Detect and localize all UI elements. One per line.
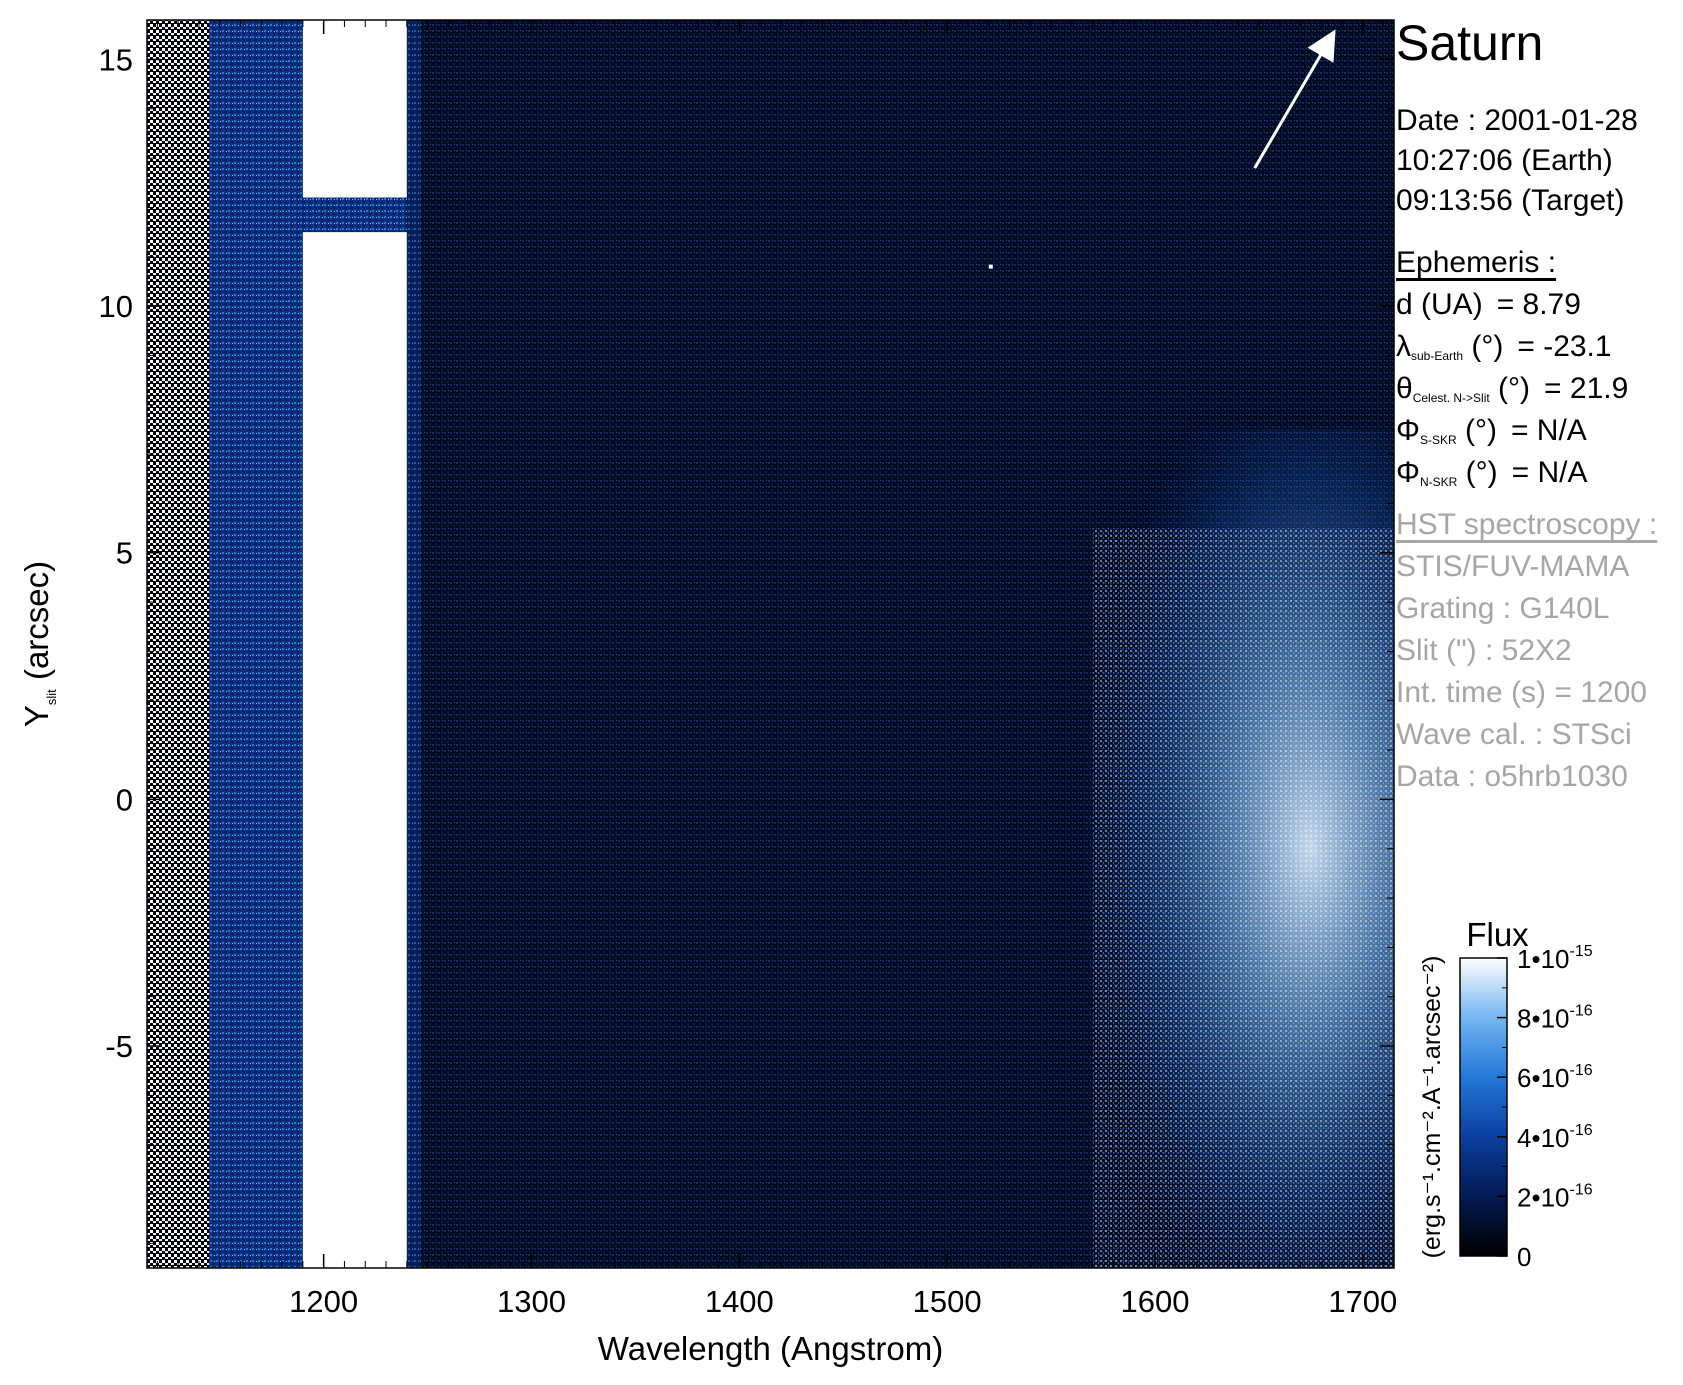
ephemeris-symbol: Φ — [1396, 414, 1420, 447]
blue-edge-band — [406, 20, 421, 1268]
colorbar-tick-exponent: -16 — [1569, 1062, 1592, 1079]
saturated-band — [147, 20, 210, 1268]
colorbar: Flux1•10-158•10-166•10-164•10-162•10-160… — [1418, 916, 1593, 1272]
x-axis-label: Wavelength (Angstrom) — [598, 1330, 943, 1367]
colorbar-tick-mantissa: 8•10 — [1517, 1004, 1569, 1034]
colorbar-tick-label: 1•10-15 — [1517, 943, 1593, 974]
y-tick-label: 5 — [116, 536, 133, 571]
ephemeris-row: λsub-Earth (°) = -23.1 — [1396, 328, 1612, 375]
time-earth-line: 10:27:06 (Earth) — [1396, 144, 1613, 177]
time-target-line: 09:13:56 (Target) — [1396, 184, 1625, 217]
colorbar-tick-label: 0 — [1517, 1242, 1531, 1272]
y-axis-label-sub: slit — [44, 689, 59, 705]
ephemeris-subscript: S-SKR — [1419, 433, 1457, 447]
x-tick-label: 1700 — [1328, 1284, 1397, 1319]
ephemeris-row: ΦS-SKR (°) = N/A — [1396, 412, 1587, 459]
ephemeris-symbol: Φ — [1396, 456, 1420, 489]
x-tick-label: 1600 — [1121, 1284, 1190, 1319]
plot-area — [147, 20, 1394, 1268]
lya-column-top — [302, 20, 407, 198]
bright-pixel — [988, 264, 993, 269]
colorbar-title: Flux — [1466, 916, 1529, 953]
y-axis-label-unit: (arcsec) — [18, 561, 55, 689]
ephemeris-title: Ephemeris : — [1396, 246, 1557, 279]
y-axis-label: Yslit (arcsec) — [18, 561, 59, 727]
planet-title: Saturn — [1396, 15, 1544, 71]
colorbar-tick-mantissa: 4•10 — [1517, 1123, 1569, 1153]
ephemeris-subscript: N-SKR — [1419, 475, 1458, 489]
hst-info-line: Data : o5hrb1030 — [1396, 760, 1628, 793]
y-axis-label-group: Yslit (arcsec) — [18, 561, 59, 727]
colorbar-tick-exponent: -16 — [1569, 1122, 1592, 1139]
x-tick-label: 1400 — [705, 1284, 774, 1319]
colorbar-tick-mantissa: 0 — [1517, 1242, 1531, 1272]
hst-info-line: Int. time (s) = 1200 — [1396, 676, 1647, 709]
ephemeris-label: (°) — [1463, 330, 1504, 363]
y-axis-label-main: Y — [18, 705, 55, 727]
plot-frame — [146, 19, 1395, 1269]
pointer-arrow — [1253, 29, 1336, 169]
colorbar-tick-mantissa: 2•10 — [1517, 1182, 1569, 1212]
colorbar-tick-mantissa: 6•10 — [1517, 1063, 1569, 1093]
x-tick-label: 1500 — [913, 1284, 982, 1319]
ephemeris-symbol: λ — [1396, 330, 1411, 363]
ephemeris-symbol: θ — [1396, 372, 1413, 405]
y-tick-label: -5 — [105, 1029, 133, 1064]
ephemeris-value: = 21.9 — [1544, 372, 1629, 405]
ephemeris-value: = -23.1 — [1517, 330, 1612, 363]
colorbar-tick-label: 6•10-16 — [1517, 1062, 1593, 1093]
colorbar-tick-exponent: -16 — [1569, 1181, 1592, 1198]
ephemeris-value: = N/A — [1511, 456, 1588, 489]
ephemeris-row: ΦN-SKR (°) = N/A — [1396, 454, 1587, 501]
ephemeris-subscript: sub-Earth — [1411, 349, 1464, 363]
hst-info-line: Slit (") : 52X2 — [1396, 634, 1572, 667]
x-tick-label: 1200 — [289, 1284, 358, 1319]
lya-gap — [302, 197, 407, 233]
colorbar-tick-label: 4•10-16 — [1517, 1122, 1593, 1153]
ephemeris-label: (UA) — [1412, 288, 1483, 321]
y-tick-label: 0 — [116, 782, 133, 817]
ephemeris-symbol: d — [1396, 288, 1413, 321]
ephemeris-value: = 8.79 — [1496, 288, 1581, 321]
colorbar-tick-label: 8•10-16 — [1517, 1003, 1593, 1034]
hst-info-line: Grating : G140L — [1396, 592, 1610, 625]
hst-info-line: Wave cal. : STSci — [1396, 718, 1632, 751]
axes: 1200 1300 1400 1500 1600 1700 15 10 5 0 -5 Waveleng… — [18, 19, 1397, 1367]
blue-band — [209, 20, 303, 1268]
hst-title: HST spectroscopy : — [1396, 508, 1658, 541]
colorbar-tick-exponent: -16 — [1569, 1003, 1592, 1020]
date-line: Date : 2001-01-28 — [1396, 104, 1638, 137]
ephemeris-value: = N/A — [1510, 414, 1587, 447]
ephemeris-subscript: Celest. N->Slit — [1412, 391, 1490, 405]
emission-speckle — [1092, 528, 1394, 1268]
y-tick-label: 15 — [99, 42, 133, 77]
colorbar-gradient — [1459, 957, 1508, 1257]
colorbar-tick-mantissa: 1•10 — [1517, 944, 1569, 974]
ephemeris-row: d (UA) = 8.79 — [1396, 286, 1581, 324]
lya-column-bottom — [302, 232, 407, 1268]
x-tick-label: 1300 — [497, 1284, 566, 1319]
ephemeris-row: θCelest. N->Slit (°) = 21.9 — [1396, 370, 1628, 417]
y-tick-label: 10 — [99, 289, 133, 324]
ephemeris-label: (°) — [1456, 414, 1497, 447]
colorbar-tick-label: 2•10-16 — [1517, 1181, 1593, 1212]
hst-info-line: STIS/FUV-MAMA — [1396, 550, 1630, 583]
colorbar-tick-exponent: -15 — [1569, 943, 1592, 960]
ephemeris-label: (°) — [1457, 456, 1498, 489]
colorbar-unit-label: (erg.s⁻¹.cm⁻².A⁻¹.arcsec⁻²) — [1418, 956, 1446, 1259]
ephemeris-label: (°) — [1489, 372, 1531, 405]
